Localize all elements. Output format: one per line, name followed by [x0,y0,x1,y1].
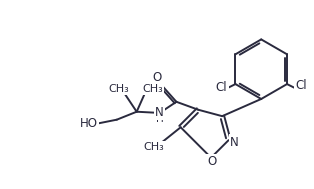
Text: CH₃: CH₃ [143,142,164,152]
Text: N: N [230,136,239,149]
Text: O: O [208,155,217,168]
Text: CH₃: CH₃ [142,84,163,94]
Text: CH₃: CH₃ [108,84,129,94]
Text: Cl: Cl [295,79,307,91]
Text: O: O [152,71,161,84]
Text: N: N [155,106,164,119]
Text: H: H [156,114,163,124]
Text: Cl: Cl [216,81,227,94]
Text: HO: HO [80,117,98,130]
